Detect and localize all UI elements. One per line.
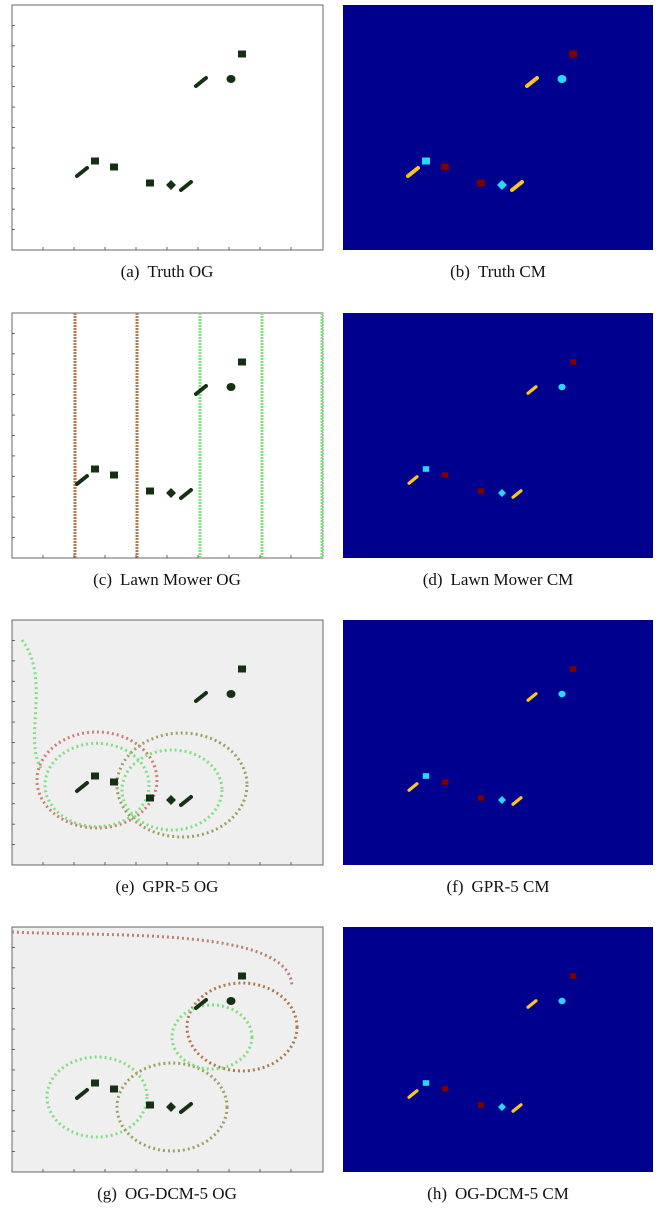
- object: [146, 1102, 154, 1109]
- caption-text: GPR-5 CM: [472, 877, 550, 896]
- caption: (f) GPR-5 CM: [447, 877, 550, 896]
- object: [238, 359, 246, 366]
- caption-text: Truth OG: [147, 262, 213, 281]
- object: [110, 1086, 118, 1093]
- figure: (a) Truth OG (b) Truth CM (c) Lawn Mower OG (d…: [0, 0, 658, 1209]
- caption-label: (d): [423, 570, 443, 589]
- og-panel: [12, 927, 323, 1172]
- caption-label: (h): [427, 1184, 447, 1203]
- caption-text: GPR-5 OG: [142, 877, 218, 896]
- object: [423, 1080, 429, 1086]
- object: [110, 472, 118, 479]
- caption: (h) OG-DCM-5 CM: [427, 1184, 569, 1203]
- object: [570, 973, 576, 979]
- object: [238, 51, 246, 58]
- object: [570, 666, 576, 672]
- cm-background: [343, 620, 653, 865]
- og-background: [12, 927, 323, 1172]
- object: [227, 383, 236, 391]
- page: {"panels": [ {"label": "(a)", "caption":…: [0, 0, 658, 1209]
- og-panel: [12, 5, 323, 250]
- cm-background: [343, 927, 653, 1172]
- object: [570, 359, 576, 365]
- caption-text: Truth CM: [478, 262, 546, 281]
- cm-panel: [343, 5, 653, 250]
- object: [110, 779, 118, 786]
- object: [478, 795, 484, 801]
- caption: (d) Lawn Mower CM: [423, 570, 574, 589]
- object: [442, 472, 448, 478]
- object: [146, 795, 154, 802]
- cm-background: [343, 313, 653, 558]
- object: [569, 51, 577, 58]
- object: [423, 466, 429, 472]
- object: [558, 691, 565, 697]
- caption-text: Lawn Mower CM: [451, 570, 574, 589]
- caption-label: (f): [447, 877, 464, 896]
- object: [442, 1086, 448, 1092]
- object: [227, 997, 236, 1005]
- caption-text: OG-DCM-5 CM: [455, 1184, 569, 1203]
- object: [558, 75, 567, 83]
- og-background: [12, 313, 323, 558]
- object: [478, 488, 484, 494]
- caption-label: (c): [93, 570, 112, 589]
- caption: (b) Truth CM: [450, 262, 546, 281]
- object: [227, 75, 236, 83]
- caption-text: OG-DCM-5 OG: [125, 1184, 237, 1203]
- object: [146, 180, 154, 187]
- caption: (e) GPR-5 OG: [116, 877, 219, 896]
- caption: (c) Lawn Mower OG: [93, 570, 241, 589]
- og-background: [12, 5, 323, 250]
- caption-label: (g): [97, 1184, 117, 1203]
- object: [227, 690, 236, 698]
- object: [110, 164, 118, 171]
- cm-panel: [343, 620, 653, 865]
- caption-text: Lawn Mower OG: [120, 570, 241, 589]
- object: [441, 164, 449, 171]
- caption-label: (e): [116, 877, 135, 896]
- object: [558, 384, 565, 390]
- object: [91, 773, 99, 780]
- object: [91, 1080, 99, 1087]
- object: [477, 180, 485, 187]
- caption: (a) Truth OG: [121, 262, 214, 281]
- caption-label: (b): [450, 262, 470, 281]
- caption: (g) OG-DCM-5 OG: [97, 1184, 237, 1203]
- object: [422, 158, 430, 165]
- object: [91, 466, 99, 473]
- object: [238, 973, 246, 980]
- caption-label: (a): [121, 262, 140, 281]
- object: [91, 158, 99, 165]
- og-background: [12, 620, 323, 865]
- object: [146, 488, 154, 495]
- object: [442, 779, 448, 785]
- object: [423, 773, 429, 779]
- og-panel: [12, 620, 323, 865]
- og-panel: [12, 313, 323, 558]
- cm-panel: [343, 927, 653, 1172]
- object: [478, 1102, 484, 1108]
- cm-panel: [343, 313, 653, 558]
- object: [238, 666, 246, 673]
- cm-background: [343, 5, 653, 250]
- object: [558, 998, 565, 1004]
